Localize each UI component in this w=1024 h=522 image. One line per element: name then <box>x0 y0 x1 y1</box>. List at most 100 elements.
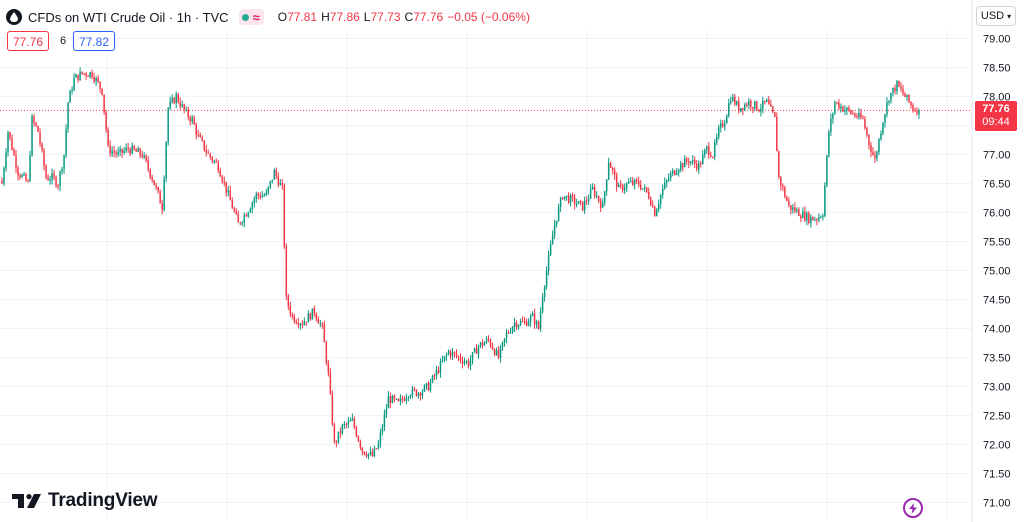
candle-body <box>441 360 444 362</box>
candle-body <box>880 133 882 140</box>
candle-body <box>529 316 532 323</box>
candle <box>804 206 806 223</box>
candle-body <box>848 107 850 111</box>
candle-body <box>882 122 884 134</box>
candle-body <box>141 154 143 157</box>
buy-price-button[interactable]: 77.82 <box>73 31 116 51</box>
candle <box>874 150 876 164</box>
candle <box>147 156 149 173</box>
bar-countdown: 09:44 <box>982 116 1010 128</box>
candle-body <box>145 155 147 161</box>
candle <box>896 80 898 95</box>
candle <box>79 67 81 81</box>
candle <box>657 199 660 213</box>
candle <box>359 439 362 451</box>
candle <box>732 93 734 102</box>
candle-body <box>868 134 870 145</box>
candle-body <box>698 163 700 170</box>
candle-body <box>107 129 109 145</box>
candle <box>527 318 530 327</box>
candle-body <box>541 297 544 312</box>
candle <box>525 318 528 327</box>
candle-body <box>137 148 139 152</box>
candle <box>333 422 336 444</box>
candle <box>523 317 526 325</box>
candle <box>665 179 668 188</box>
candle <box>59 170 61 192</box>
candle <box>159 189 161 204</box>
candle <box>802 207 804 219</box>
low-label: L <box>363 10 371 24</box>
candle-body <box>253 198 256 203</box>
candle-body <box>5 152 7 169</box>
candle <box>645 187 648 194</box>
symbol-legend[interactable]: CFDs on WTI Crude Oil · 1h · TVC ≈ O 77.… <box>6 8 530 26</box>
candle <box>69 89 71 103</box>
candle-body <box>313 308 316 314</box>
candle-body <box>129 149 131 154</box>
candle-body <box>750 101 752 108</box>
candle-body <box>73 77 75 91</box>
candle-body <box>517 325 520 328</box>
candle-body <box>23 174 25 176</box>
candle-body <box>341 424 344 434</box>
candle-body <box>287 295 290 307</box>
candle <box>227 186 229 197</box>
candle-body <box>235 211 238 215</box>
symbol-title[interactable]: CFDs on WTI Crude Oil · 1h · TVC <box>28 9 229 25</box>
candle <box>135 147 137 152</box>
sell-price-button[interactable]: 77.76 <box>7 31 50 51</box>
candle-body <box>67 102 69 129</box>
candle <box>37 125 39 133</box>
candle-body <box>788 201 790 206</box>
candle-body <box>371 451 374 457</box>
candle <box>17 165 19 181</box>
candle <box>894 84 896 95</box>
candle-body <box>870 144 872 153</box>
candle <box>816 218 818 226</box>
candle-body <box>663 182 666 189</box>
lightning-icon[interactable] <box>903 498 923 518</box>
y-tick-label: 79.00 <box>983 34 1011 46</box>
candle <box>387 391 390 409</box>
candle-body <box>513 322 516 327</box>
y-tick-label: 76.50 <box>983 179 1011 191</box>
candle <box>427 381 430 392</box>
candle-body <box>301 323 304 326</box>
candle-body <box>349 420 352 422</box>
candle-body <box>173 98 175 104</box>
candle <box>279 179 282 186</box>
candle-body <box>732 96 734 101</box>
candle <box>219 167 221 178</box>
candle-body <box>291 314 294 317</box>
candle-body <box>61 168 63 172</box>
candle-body <box>33 116 35 123</box>
candle <box>31 113 33 157</box>
price-axis[interactable]: 79.0078.5078.0077.5077.0076.5076.0075.50… <box>971 0 1011 522</box>
candle <box>772 105 774 114</box>
candle-body <box>133 145 135 150</box>
candle-body <box>171 98 173 102</box>
candle-body <box>289 306 292 315</box>
candle-body <box>149 169 151 177</box>
currency-selector[interactable]: USD ▾ <box>976 6 1016 26</box>
candle <box>497 345 500 360</box>
candle <box>303 317 306 326</box>
candle-body <box>227 190 229 193</box>
candle-body <box>740 107 742 112</box>
candle <box>211 155 213 164</box>
candle <box>331 390 334 426</box>
candle <box>229 185 231 201</box>
market-status-icon[interactable]: ≈ <box>238 9 264 25</box>
candle <box>329 367 332 395</box>
tradingview-logo[interactable]: TradingView <box>12 490 158 512</box>
candle <box>87 74 89 77</box>
candle-body <box>197 134 199 136</box>
candle-body <box>427 383 430 391</box>
candle-body <box>603 191 606 203</box>
candle-body <box>571 195 574 198</box>
candle-body <box>569 195 572 203</box>
candle-body <box>537 321 540 329</box>
candle-body <box>625 183 628 189</box>
